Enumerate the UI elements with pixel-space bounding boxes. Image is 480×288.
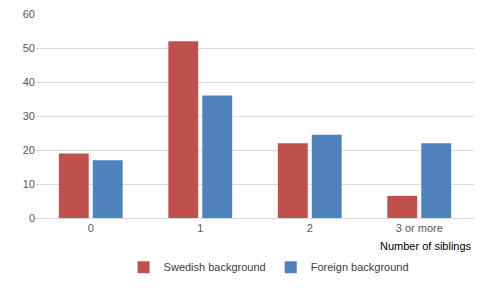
svg-text:10: 10 xyxy=(23,178,35,190)
svg-text:0: 0 xyxy=(29,212,35,224)
svg-text:20: 20 xyxy=(23,144,35,156)
svg-text:60: 60 xyxy=(23,8,35,20)
svg-text:30: 30 xyxy=(23,110,35,122)
svg-text:0: 0 xyxy=(88,222,94,234)
svg-text:40: 40 xyxy=(23,76,35,88)
svg-text:2: 2 xyxy=(307,222,313,234)
svg-text:50: 50 xyxy=(23,42,35,54)
svg-text:Foreign background: Foreign background xyxy=(311,261,409,273)
svg-text:Number of siblings: Number of siblings xyxy=(380,240,472,252)
svg-text:Swedish background: Swedish background xyxy=(164,261,266,273)
svg-text:3 or more: 3 or more xyxy=(396,222,443,234)
svg-text:1: 1 xyxy=(197,222,203,234)
